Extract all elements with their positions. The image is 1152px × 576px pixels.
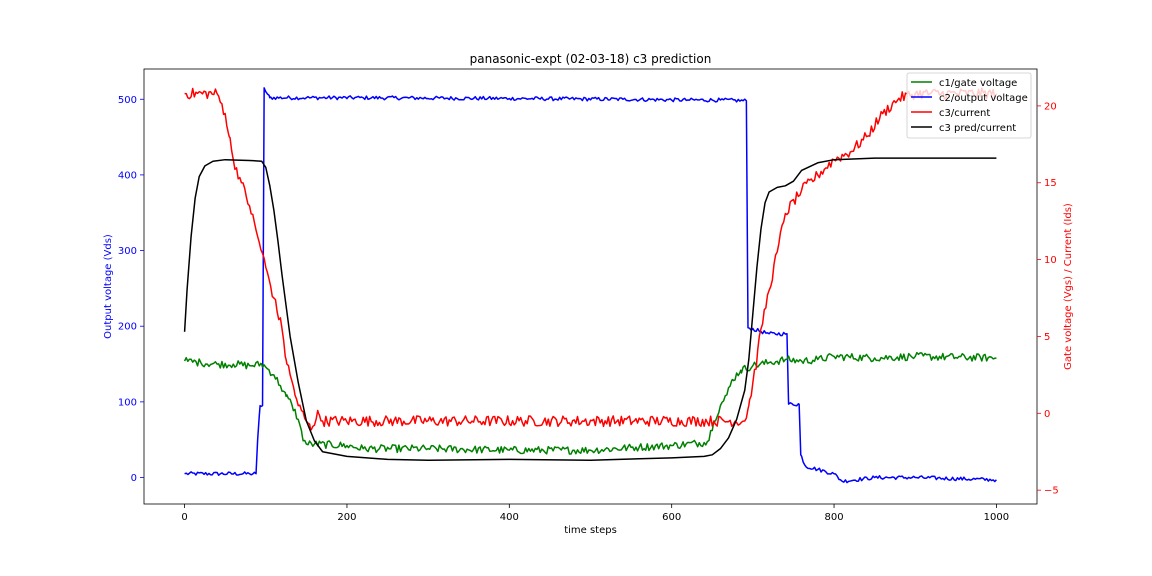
series-line-c2-output-voltage bbox=[184, 87, 997, 484]
y-left-axis-label: Output voltage (Vds) bbox=[103, 234, 114, 339]
y-left-tick-label: 100 bbox=[118, 397, 137, 408]
legend-label-gate-voltage: c1/gate voltage bbox=[939, 78, 1017, 89]
chart-title: panasonic-expt (02-03-18) c3 prediction bbox=[470, 52, 712, 66]
y-right-axis-label: Gate voltage (Vgs) / Current (Ids) bbox=[1063, 203, 1074, 370]
y-left-ticks: 0 100 200 300 400 500 bbox=[118, 95, 144, 484]
y-right-tick-label: 15 bbox=[1044, 178, 1057, 189]
x-ticks: 0 200 400 600 800 1000 bbox=[181, 504, 1009, 523]
y-right-ticks: −5 0 5 10 15 20 bbox=[1037, 101, 1059, 497]
y-right-tick-label: 0 bbox=[1044, 409, 1050, 420]
y-left-tick-label: 500 bbox=[118, 95, 137, 106]
x-tick-label: 200 bbox=[337, 512, 356, 523]
x-tick-label: 1000 bbox=[984, 512, 1009, 523]
x-tick-label: 400 bbox=[500, 512, 519, 523]
legend-label-output-voltage: c2/output voltage bbox=[939, 93, 1028, 104]
plot-frame bbox=[143, 68, 1038, 505]
legend-label-current: c3/current bbox=[939, 108, 990, 119]
y-left-tick-label: 200 bbox=[118, 322, 137, 333]
y-left-tick-label: 300 bbox=[118, 246, 137, 257]
y-right-tick-label: 5 bbox=[1044, 332, 1050, 343]
x-tick-label: 0 bbox=[181, 512, 187, 523]
y-left-tick-label: 400 bbox=[118, 170, 137, 181]
y-right-tick-label: −5 bbox=[1044, 486, 1059, 497]
legend-box bbox=[906, 72, 1032, 139]
y-right-tick-label: 20 bbox=[1044, 101, 1057, 112]
legend-label-pred-current: c3 pred/current bbox=[939, 123, 1016, 134]
y-right-tick-label: 10 bbox=[1044, 255, 1057, 266]
y-left-tick-label: 0 bbox=[131, 473, 137, 484]
x-tick-label: 800 bbox=[824, 512, 843, 523]
series-layer bbox=[183, 87, 998, 484]
legend: c1/gate voltage c2/output voltage c3/cur… bbox=[906, 72, 1032, 139]
x-axis-label: time steps bbox=[564, 525, 617, 536]
x-tick-label: 600 bbox=[662, 512, 681, 523]
series-line-c3-current bbox=[184, 87, 998, 431]
series-line-c3-pred-current bbox=[183, 157, 997, 461]
